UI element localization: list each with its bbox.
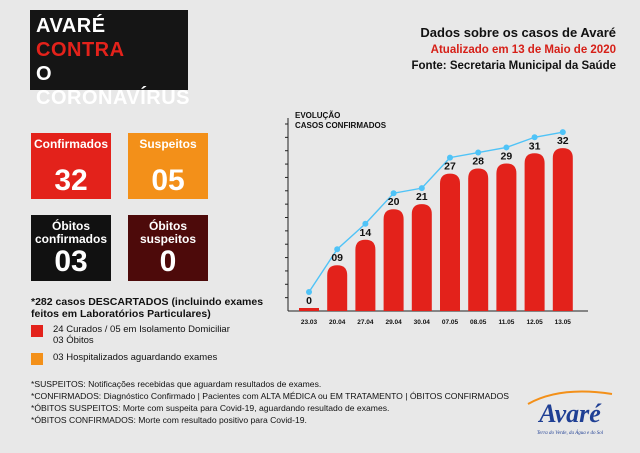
chart-trend-point	[334, 246, 341, 253]
chart-x-label: 20.04	[329, 319, 346, 326]
chart-trend-point	[531, 134, 538, 141]
logo-text: Avaré	[537, 399, 602, 428]
info-updated: Atualizado em 13 de Maio de 2020	[430, 44, 616, 56]
descartados-text: *282 casos DESCARTADOS (incluindo exames…	[31, 296, 264, 320]
legend-item-curados-line-1: 24 Curados / 05 em Isolamento Domiciliar	[53, 324, 230, 335]
chart-value-label: 32	[557, 135, 569, 147]
chart-x-label: 08.05	[470, 319, 487, 326]
chart-y-ticks	[285, 123, 288, 299]
card-suspeitos: Suspeitos 05	[128, 133, 208, 199]
legend-swatch-red	[31, 325, 43, 337]
logo-swoosh	[527, 390, 613, 405]
chart-bar	[524, 153, 545, 311]
chart-trend-points	[306, 129, 566, 295]
chart-bar	[327, 265, 348, 311]
card-obitos-suspeitos-label-2: suspeitos	[139, 232, 196, 246]
chart-trend-point	[390, 190, 397, 197]
logo-tagline: Terra do Verde, da Água e do Sol	[537, 430, 604, 436]
chart-x-label: 12.05	[526, 319, 543, 326]
card-obitos-confirmados: Óbitos confirmados 03	[31, 215, 111, 281]
chart-title-line-1: EVOLUÇÃO	[295, 111, 340, 120]
card-obitos-confirmados-value: 03	[54, 245, 88, 278]
chart-trend-point	[362, 220, 369, 227]
note-suspeitos: *SUSPEITOS: Notificações recebidas que a…	[31, 379, 322, 389]
chart-value-label: 20	[388, 196, 400, 208]
title-line-1: AVARÉ	[36, 15, 106, 37]
card-confirmados: Confirmados 32	[31, 133, 111, 199]
card-obitos-confirmados-label-1: Óbitos	[52, 219, 90, 233]
note-confirmados: *CONFIRMADOS: Diagnóstico Confirmado | P…	[31, 391, 510, 401]
legend-item-hospitalizados: 03 Hospitalizados aguardando exames	[31, 352, 218, 365]
chart-x-label: 23.03	[301, 319, 318, 326]
info-block: Dados sobre os casos de Avaré Atualizado…	[412, 24, 617, 74]
info-source: Fonte: Secretaria Municipal da Saúde	[411, 60, 617, 72]
chart-value-label: 29	[501, 150, 513, 162]
chart-title-line-2: CASOS CONFIRMADOS	[295, 121, 387, 130]
chart-value-label: 0	[306, 295, 312, 307]
chart-bar	[496, 163, 517, 311]
chart-x-label: 11.05	[498, 319, 514, 326]
chart-bar	[299, 308, 319, 311]
chart-trend-line	[308, 131, 563, 293]
chart-value-label: 21	[416, 191, 428, 203]
legend-item-hospitalizados-text: 03 Hospitalizados aguardando exames	[53, 352, 218, 363]
title-block: AVARÉ CONTRA O CORONAVÍRUS	[30, 10, 190, 109]
chart-trend-point	[447, 154, 453, 161]
chart-x-label: 30.04	[414, 319, 431, 326]
chart-bar	[355, 239, 376, 311]
chart-x-label: 07.05	[442, 319, 459, 326]
card-obitos-confirmados-label-2: confirmados	[34, 232, 107, 246]
chart-bar	[468, 168, 489, 311]
chart-trend-point	[475, 149, 482, 156]
chart-value-label: 27	[444, 161, 456, 173]
chart-bar	[411, 204, 432, 311]
notes: *SUSPEITOS: Notificações recebidas que a…	[31, 378, 509, 426]
chart-bar	[440, 173, 460, 311]
chart-value-label: 28	[472, 156, 484, 168]
avare-logo: Avaré Terra do Verde, da Água e do Sol	[527, 390, 613, 436]
chart-x-labels: 23.03 20.04 27.04 29.04 30.04 07.05 08.05 11.05…	[301, 319, 571, 326]
chart-value-label: 14	[360, 227, 372, 239]
card-obitos-suspeitos-label-1: Óbitos	[149, 219, 187, 233]
chart-trend-point	[418, 185, 425, 192]
card-obitos-suspeitos: Óbitos suspeitos 0	[128, 215, 208, 281]
card-confirmados-value: 32	[54, 164, 88, 197]
note-obitos-suspeitos: *ÓBITOS SUSPEITOS: Morte com suspeita pa…	[31, 403, 390, 413]
chart-bar	[552, 148, 573, 311]
legend-item-curados: 24 Curados / 05 em Isolamento Domiciliar…	[31, 324, 230, 346]
chart-value-labels: 0 09 14 20 21 27 28 29 31 32	[306, 135, 569, 307]
chart-x-label: 13.05	[555, 319, 572, 326]
chart-x-label: 29.04	[385, 319, 402, 326]
card-suspeitos-label: Suspeitos	[139, 137, 197, 151]
legend-swatch-orange	[31, 353, 43, 365]
chart-trend-point	[306, 289, 312, 295]
chart-value-label: 31	[529, 140, 541, 152]
chart-bars	[299, 148, 573, 311]
info-title: Dados sobre os casos de Avaré	[420, 25, 616, 40]
chart-trend-point	[503, 144, 510, 151]
chart-value-label: 09	[331, 252, 343, 264]
card-suspeitos-value: 05	[151, 164, 185, 197]
title-line-3: O CORONAVÍRUS	[36, 63, 191, 109]
chart-trend-point	[559, 129, 566, 136]
legend-item-curados-line-2: 03 Óbitos	[53, 335, 94, 346]
note-obitos-confirmados: *ÓBITOS CONFIRMADOS: Morte com resultado…	[31, 415, 307, 425]
chart-bar	[383, 209, 404, 311]
card-obitos-suspeitos-value: 0	[159, 245, 177, 278]
title-line-2: CONTRA	[36, 39, 125, 61]
card-confirmados-label: Confirmados	[33, 137, 108, 151]
chart-x-label: 27.04	[357, 319, 374, 326]
